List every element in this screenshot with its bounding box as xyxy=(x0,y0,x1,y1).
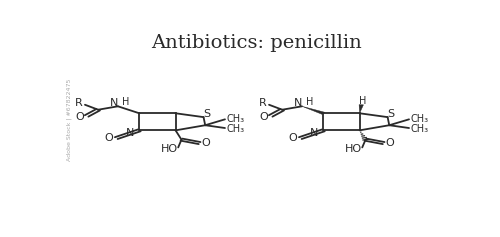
Text: Adobe Stock | #67822475: Adobe Stock | #67822475 xyxy=(66,78,72,161)
Text: CH₃: CH₃ xyxy=(227,123,245,133)
Text: Antibiotics: penicillin: Antibiotics: penicillin xyxy=(151,34,362,52)
Text: O: O xyxy=(104,133,114,143)
Text: CH₃: CH₃ xyxy=(411,123,429,133)
Text: CH₃: CH₃ xyxy=(227,114,245,124)
Text: S: S xyxy=(387,109,394,119)
Text: O: O xyxy=(202,138,210,148)
Text: N: N xyxy=(126,128,134,138)
Text: N: N xyxy=(310,128,318,138)
Text: N: N xyxy=(294,97,302,108)
Polygon shape xyxy=(302,106,325,114)
Text: H: H xyxy=(122,97,130,107)
Text: HO: HO xyxy=(344,144,362,154)
Text: N: N xyxy=(110,97,118,108)
Text: H: H xyxy=(306,97,314,107)
Text: HO: HO xyxy=(160,144,178,154)
Text: CH₃: CH₃ xyxy=(411,114,429,124)
Text: S: S xyxy=(203,109,210,119)
Text: R: R xyxy=(258,98,266,108)
Text: O: O xyxy=(76,112,84,122)
Text: O: O xyxy=(288,133,298,143)
Text: O: O xyxy=(386,138,394,148)
Polygon shape xyxy=(359,105,364,113)
Text: O: O xyxy=(260,112,268,122)
Text: R: R xyxy=(74,98,82,108)
Text: H: H xyxy=(360,96,367,106)
